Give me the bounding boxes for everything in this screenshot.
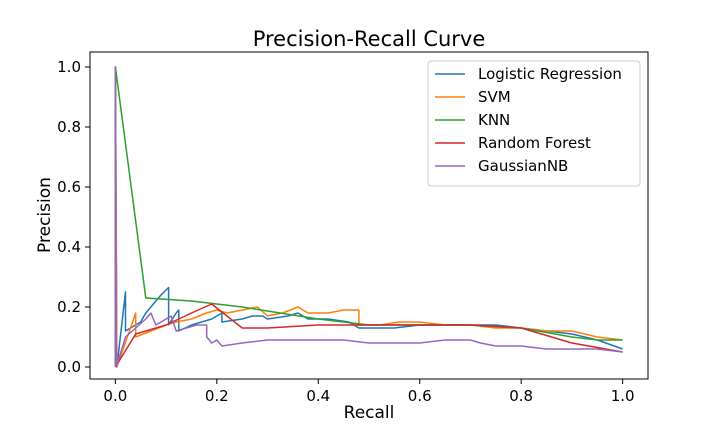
legend-label: GaussianNB: [478, 157, 568, 175]
legend: Logistic Regression SVM KNN Random Forest Ga…: [427, 60, 641, 187]
x-axis: 0.0 0.2 0.4 0.6 0.8 1.0: [103, 379, 635, 405]
legend-label: Logistic Regression: [478, 65, 622, 83]
legend-label: KNN: [478, 111, 510, 129]
y-tick-label: 0.0: [57, 358, 81, 376]
y-tick-label: 0.2: [57, 298, 81, 316]
x-tick-label: 0.2: [205, 387, 229, 405]
legend-box: [427, 60, 641, 187]
x-tick-label: 0.6: [408, 387, 432, 405]
series-lines: [114, 66, 623, 368]
plot-frame: [89, 51, 649, 380]
x-axis-label: Recall: [344, 403, 395, 423]
chart-title: Precision-Recall Curve: [253, 27, 486, 51]
x-tick-label: 0.8: [509, 387, 533, 405]
y-tick-label: 1.0: [57, 58, 81, 76]
plot-area: [89, 51, 649, 380]
y-tick-label: 0.6: [57, 178, 81, 196]
y-axis: 0.0 0.2 0.4 0.6 0.8 1.0: [57, 58, 90, 376]
series-line-svm: [114, 66, 623, 368]
x-tick-label: 1.0: [611, 387, 635, 405]
y-axis-label: Precision: [35, 177, 55, 253]
series-line-random-forest: [114, 303, 623, 368]
y-tick-label: 0.8: [57, 118, 81, 136]
x-tick-label: 0.0: [103, 387, 127, 405]
series-line-gaussiannb: [114, 66, 623, 368]
y-tick-label: 0.4: [57, 238, 81, 256]
legend-label: Random Forest: [478, 134, 591, 152]
x-tick-label: 0.4: [306, 387, 330, 405]
legend-label: SVM: [478, 88, 511, 106]
